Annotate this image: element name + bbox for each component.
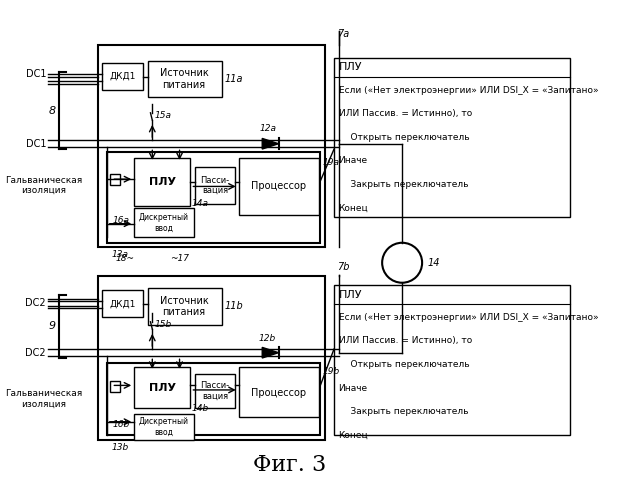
- Text: ПЛУ: ПЛУ: [339, 290, 362, 300]
- Bar: [334, 58, 570, 218]
- Text: 12a: 12a: [259, 124, 276, 133]
- Text: Дискретный
ввод: Дискретный ввод: [139, 418, 189, 437]
- Text: Закрыть переключатель: Закрыть переключатель: [339, 407, 468, 416]
- Text: ПЛУ: ПЛУ: [149, 383, 176, 393]
- Text: Если («Нет электроэнергии» ИЛИ DSI_X = «Запитано»: Если («Нет электроэнергии» ИЛИ DSI_X = «…: [339, 86, 598, 94]
- Text: 13a: 13a: [111, 250, 128, 259]
- Text: Пасси-
вация: Пасси- вация: [201, 381, 230, 400]
- Text: Если («Нет электроэнергии» ИЛИ DSI_X = «Запитано»: Если («Нет электроэнергии» ИЛИ DSI_X = «…: [339, 312, 598, 322]
- Text: 14a: 14a: [191, 199, 208, 208]
- Text: DC2: DC2: [25, 348, 46, 358]
- Bar: [147, 61, 222, 98]
- Text: Конец: Конец: [339, 204, 368, 212]
- Bar: [110, 174, 120, 184]
- Text: 16b: 16b: [112, 420, 130, 429]
- Text: Конец: Конец: [339, 431, 368, 440]
- Text: Фиг. 3: Фиг. 3: [253, 454, 326, 476]
- Text: Открыть переключатель: Открыть переключатель: [339, 360, 469, 369]
- Text: 16a: 16a: [113, 216, 130, 224]
- Text: Гальваническая
изоляция: Гальваническая изоляция: [4, 176, 82, 195]
- Bar: [147, 288, 222, 325]
- Text: 18~: 18~: [115, 254, 134, 262]
- Text: Иначе: Иначе: [339, 384, 368, 392]
- Text: 7a: 7a: [337, 30, 349, 40]
- Text: DC1: DC1: [25, 138, 46, 148]
- Bar: [134, 208, 194, 238]
- Bar: [134, 367, 191, 408]
- Text: 19a: 19a: [322, 158, 339, 168]
- Bar: [334, 286, 570, 436]
- Text: 9: 9: [49, 322, 56, 332]
- Text: Иначе: Иначе: [339, 156, 368, 166]
- Text: 8: 8: [49, 106, 56, 116]
- Bar: [134, 414, 194, 440]
- Text: ДКД1: ДКД1: [109, 299, 135, 308]
- Bar: [239, 367, 318, 417]
- Text: Открыть переключатель: Открыть переключатель: [339, 133, 469, 142]
- Text: 12b: 12b: [259, 334, 276, 342]
- Text: 7b: 7b: [337, 262, 349, 272]
- Text: ДКД1: ДКД1: [109, 72, 135, 81]
- Text: 11b: 11b: [224, 302, 243, 312]
- Text: 13b: 13b: [111, 442, 128, 452]
- Bar: [97, 276, 325, 440]
- Polygon shape: [262, 138, 279, 149]
- Bar: [195, 374, 235, 408]
- Text: Источник
питания: Источник питания: [160, 68, 208, 90]
- Text: Процессор: Процессор: [251, 182, 306, 192]
- Text: Закрыть переключатель: Закрыть переключатель: [339, 180, 468, 189]
- Bar: [103, 290, 143, 318]
- Text: Дискретный
ввод: Дискретный ввод: [139, 213, 189, 233]
- Text: ИЛИ Пассив. = Истинно), то: ИЛИ Пассив. = Истинно), то: [339, 109, 472, 118]
- Text: 19b: 19b: [322, 368, 339, 376]
- Bar: [97, 44, 325, 248]
- Text: Процессор: Процессор: [251, 388, 306, 398]
- Text: ИЛИ Пассив. = Истинно), то: ИЛИ Пассив. = Истинно), то: [339, 336, 472, 345]
- Text: 14b: 14b: [191, 404, 209, 412]
- Bar: [110, 381, 120, 392]
- Text: Источник
питания: Источник питания: [160, 296, 208, 317]
- Text: 15a: 15a: [155, 111, 172, 120]
- Bar: [107, 152, 320, 243]
- Bar: [103, 63, 143, 90]
- Text: DC2: DC2: [25, 298, 46, 308]
- Bar: [134, 158, 191, 206]
- Text: 11a: 11a: [224, 74, 242, 84]
- Text: ПЛУ: ПЛУ: [149, 177, 176, 187]
- Bar: [195, 168, 235, 203]
- Text: 15b: 15b: [155, 320, 172, 329]
- Polygon shape: [262, 348, 279, 358]
- Text: Пасси-
вация: Пасси- вация: [201, 176, 230, 195]
- Text: Гальваническая
изоляция: Гальваническая изоляция: [4, 390, 82, 408]
- Bar: [107, 362, 320, 436]
- Text: 14: 14: [427, 258, 440, 268]
- Text: DC1: DC1: [25, 69, 46, 79]
- Text: ~17: ~17: [170, 254, 189, 262]
- Text: ПЛУ: ПЛУ: [339, 62, 362, 72]
- Bar: [239, 158, 318, 214]
